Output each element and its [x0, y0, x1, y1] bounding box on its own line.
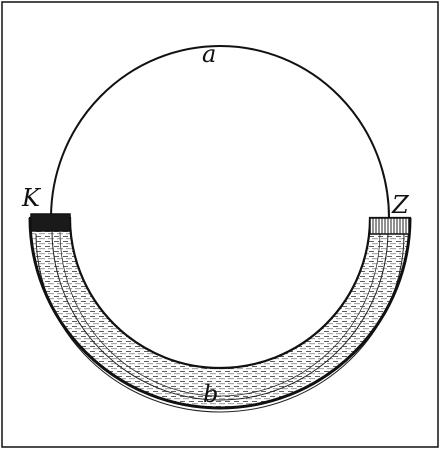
label-a: a [202, 40, 216, 68]
junction-k-block [31, 214, 70, 231]
label-z: Z [391, 191, 410, 219]
label-b: b [203, 380, 218, 408]
label-k: K [21, 184, 42, 212]
upper-wire-arc [51, 46, 389, 218]
lower-conductor-band [30, 218, 410, 408]
junction-z-block [370, 218, 409, 234]
